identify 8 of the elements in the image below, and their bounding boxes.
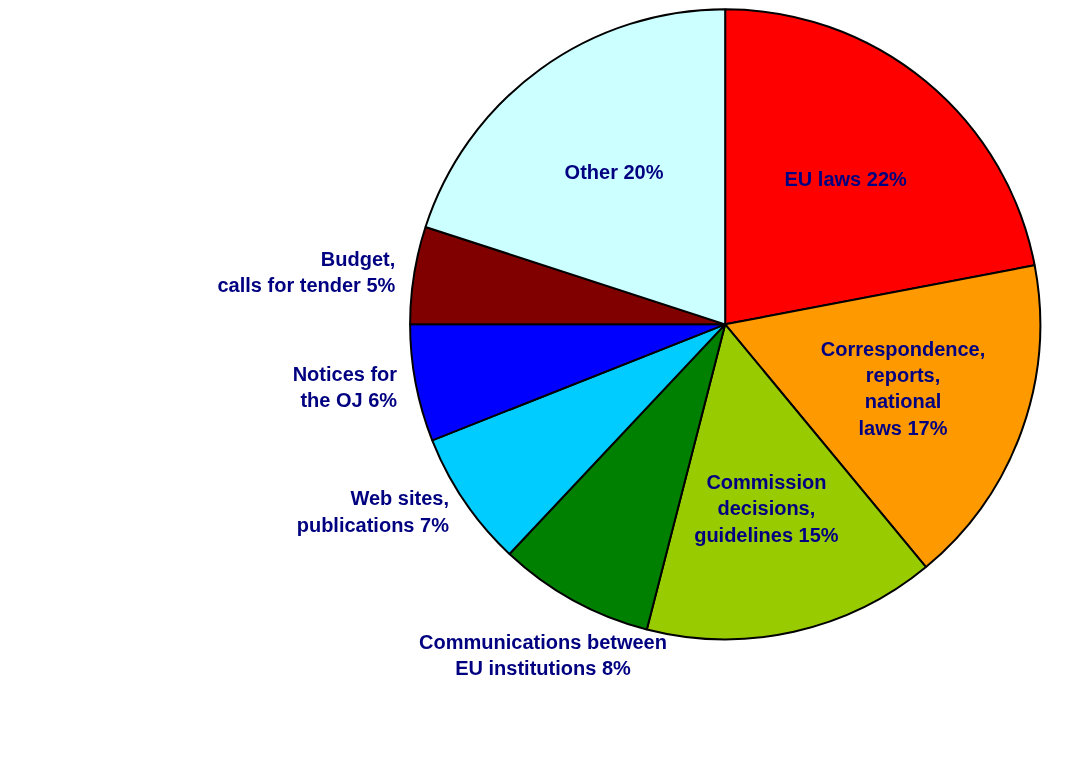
- slice-label: Communications between EU institutions 8%: [419, 630, 667, 680]
- slice-label: Web sites, publications 7%: [296, 487, 450, 536]
- slice-label: Other 20%: [564, 160, 664, 183]
- slice-label: EU laws 22%: [784, 167, 908, 190]
- slice-label: Budget, calls for tender 5%: [217, 248, 396, 297]
- slice-label: Correspondence, reports, national laws 17%: [820, 337, 986, 439]
- slice-label: Commission decisions, guidelines 15%: [694, 471, 839, 546]
- slice-label: Notices for the OJ 6%: [292, 362, 398, 411]
